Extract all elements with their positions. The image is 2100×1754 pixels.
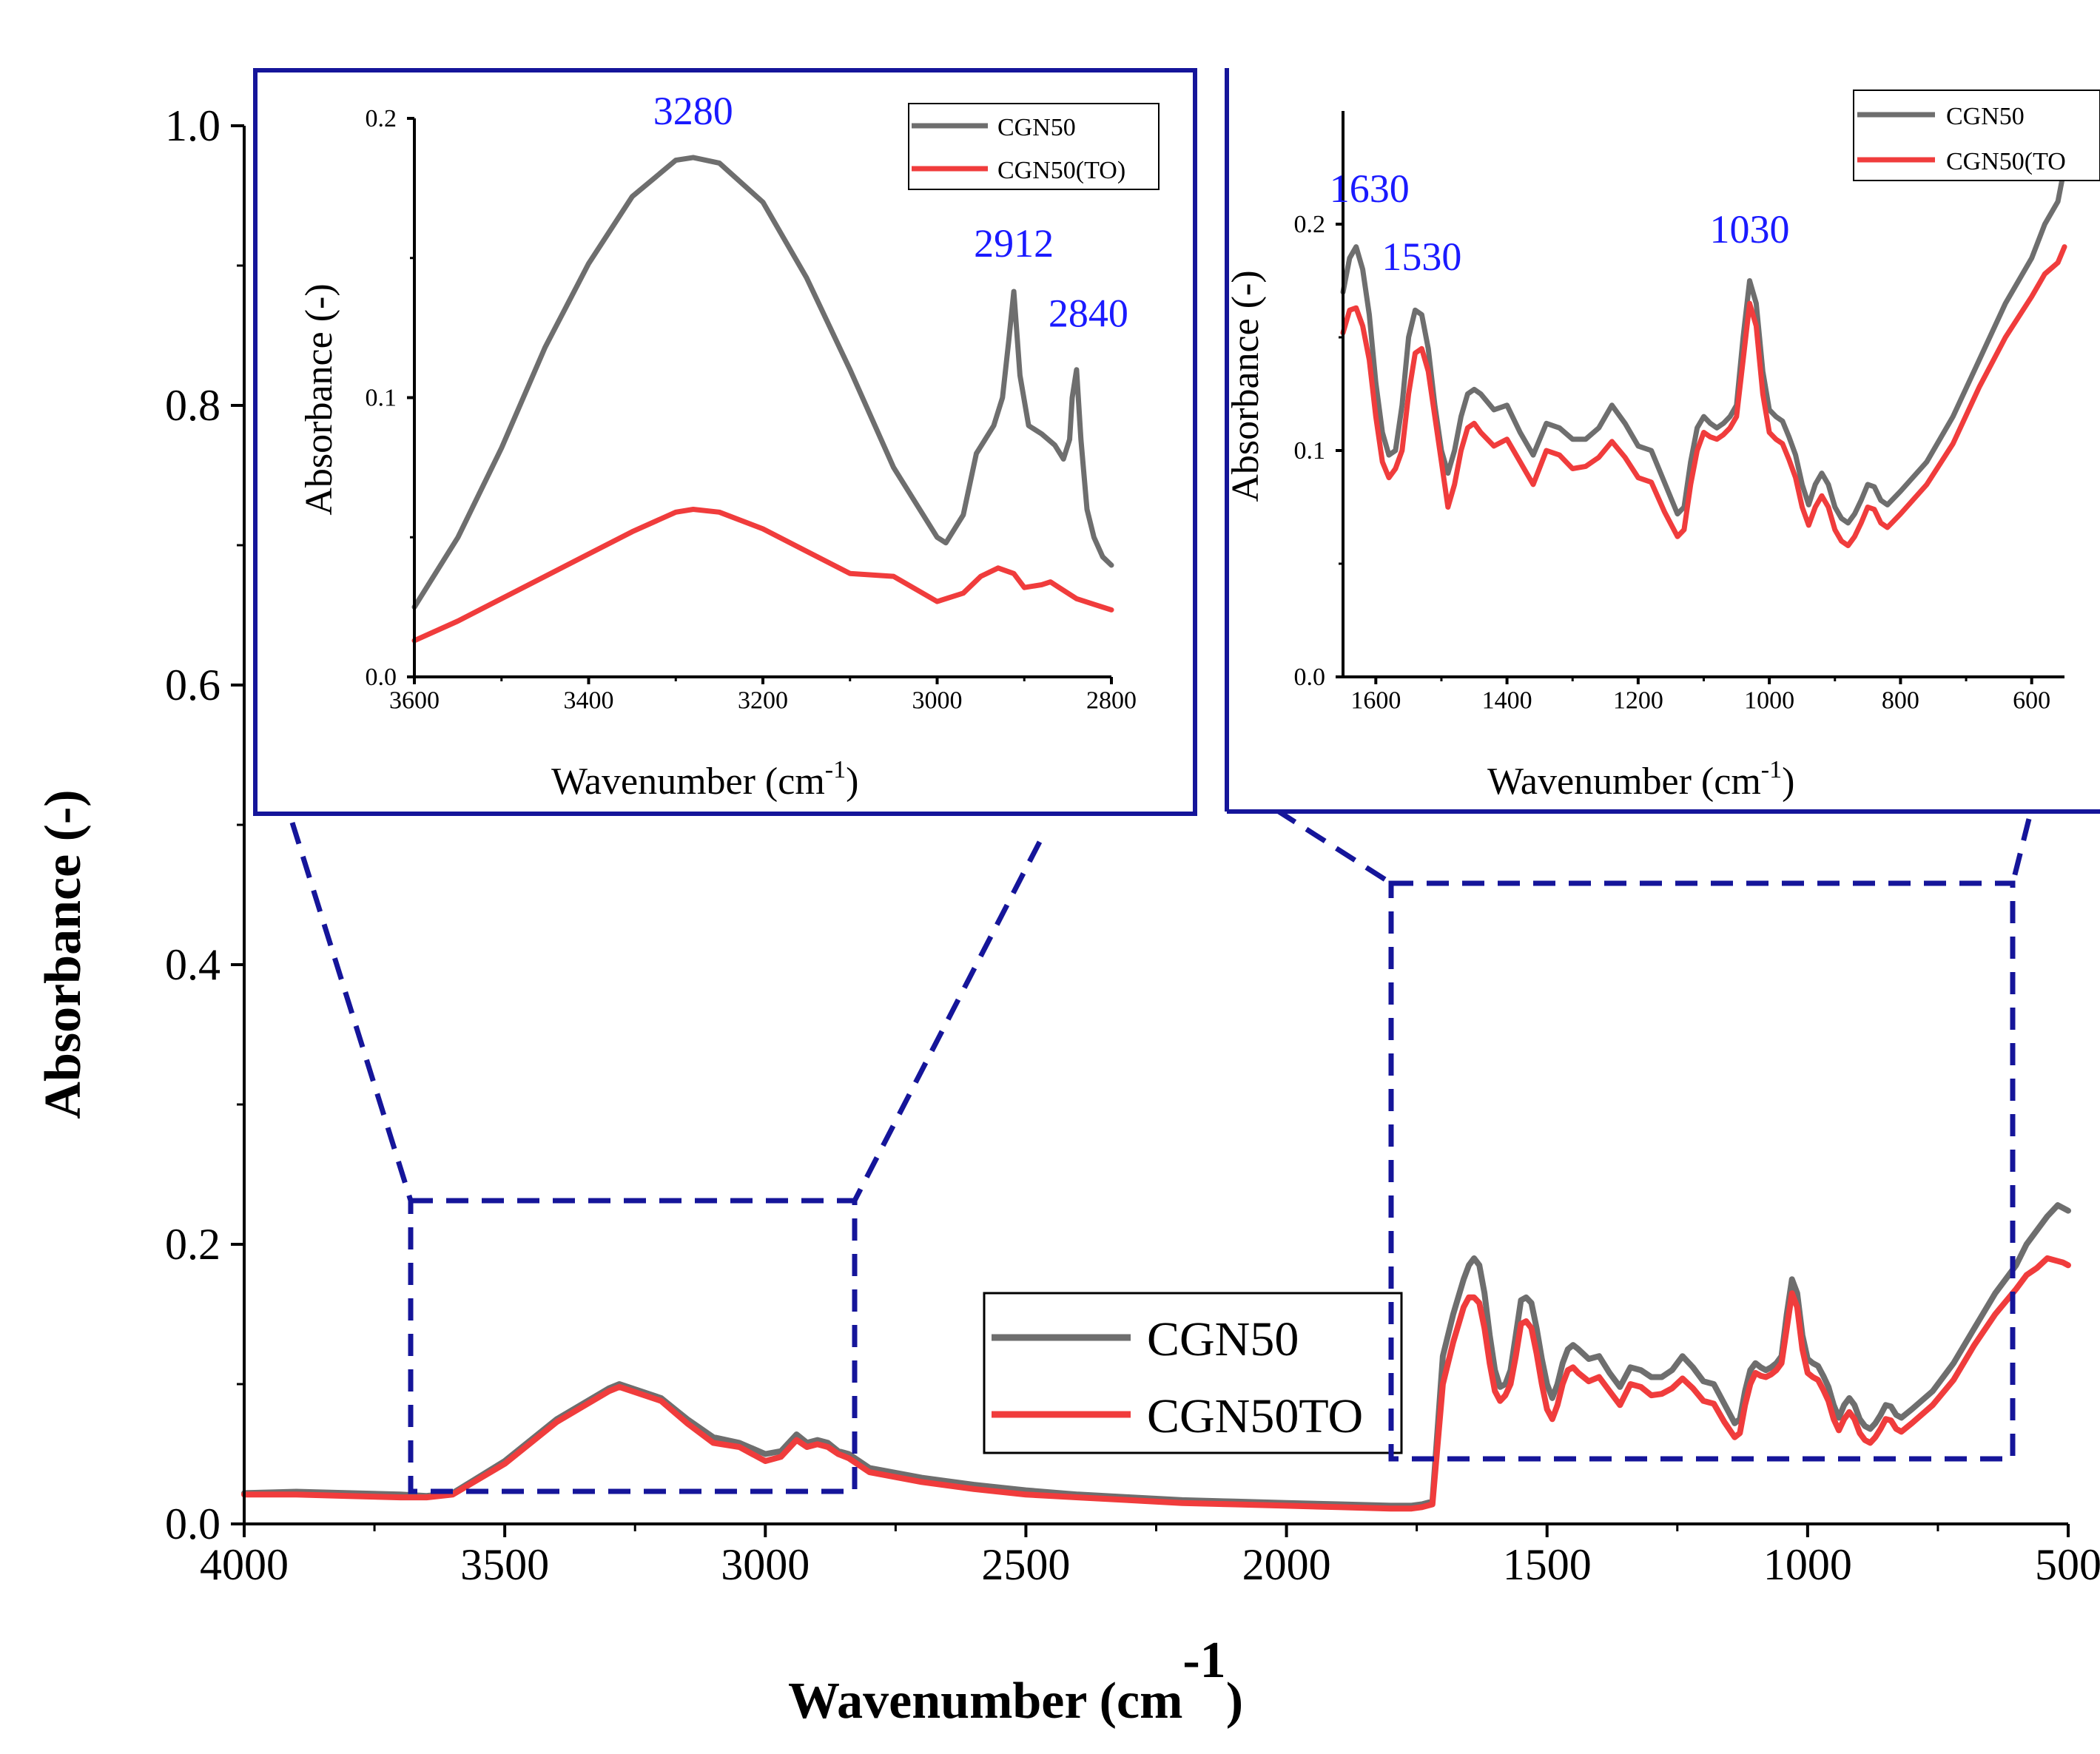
- inset_left-x-tick-label: 3000: [912, 687, 963, 714]
- zoom-connector-left-2: [852, 840, 1043, 1202]
- main-plot-lines: [241, 1202, 2071, 1512]
- inset_left-peak-label: 2912: [974, 221, 1054, 266]
- main-x-tick-label: 3000: [721, 1540, 810, 1589]
- inset-left-x-axis-label-sup: -1: [825, 756, 846, 783]
- main-y-tick-label: 0.4: [165, 940, 221, 989]
- inset_right-series-cgn50: [1340, 165, 2067, 526]
- inset_left-x-tick-label: 3600: [389, 687, 440, 714]
- inset_left-peak-label: 2840: [1049, 291, 1128, 336]
- main-legend-box: [983, 1292, 1403, 1454]
- main-y-tick-label: 0.0: [165, 1500, 221, 1548]
- main-y-tick-label: 0.2: [165, 1220, 221, 1269]
- inset_right-x-tick-label: 1600: [1350, 687, 1401, 714]
- inset-right-lines: [1340, 165, 2067, 548]
- inset-left-annotations: 3280 2912 2840: [653, 89, 1128, 336]
- inset_right-y-tick-label: 0.2: [1294, 211, 1326, 238]
- main-x-tick-label: 3500: [460, 1540, 549, 1589]
- main-x-tick-label: 2000: [1242, 1540, 1331, 1589]
- inset-left-legend: CGN50 CGN50(TO): [908, 103, 1160, 190]
- inset-left-legend-box: [908, 103, 1160, 190]
- main-chart: 4000 3500 3000 2500 2000 1500 1000 500 0.0 0.2 0.4…: [35, 101, 2100, 1730]
- inset_left-series-cgn50: [411, 155, 1114, 610]
- main-legend-label-cgn50: CGN50: [1147, 1312, 1299, 1366]
- inset_left-peak-label: 3280: [653, 89, 733, 133]
- inset-left-y-axis-label: Absorbance (-): [298, 283, 340, 515]
- main-x-tick-label: 2500: [981, 1540, 1070, 1589]
- inset_right-peak-label: 1630: [1330, 166, 1410, 211]
- inset_right-x-tick-label: 800: [1882, 687, 1919, 714]
- main-x-tick-label: 1000: [1763, 1540, 1852, 1589]
- inset-right-legend-label-cgn50to: CGN50(TO: [1946, 148, 2066, 175]
- inset-right-chart: 1600 1400 1200 1000 800 600 0.0 0.1 0.2 1630 1530…: [1225, 68, 2100, 814]
- inset-right-legend-label-cgn50: CGN50: [1946, 103, 2025, 130]
- main-y-tick-label: 0.8: [165, 381, 221, 430]
- main-x-axis-label-close: ): [1226, 1673, 1243, 1730]
- inset-left-axes: 3600 3400 3200 3000 2800 0.0 0.1 0.2: [366, 105, 1137, 714]
- main-x-axis-label: Wavenumber (cm-1): [788, 1632, 1243, 1730]
- inset-right-axes: 1600 1400 1200 1000 800 600 0.0 0.1 0.2: [1294, 111, 2064, 714]
- inset_right-series-cgn50to: [1340, 244, 2067, 548]
- main-x-tick-label: 4000: [200, 1540, 289, 1589]
- inset-right-x-axis-label: Wavenumber (cm-1): [1487, 756, 1794, 803]
- inset_right-peak-label: 1530: [1382, 235, 1461, 279]
- inset-left-x-axis-label-text: Wavenumber (cm: [551, 760, 825, 803]
- inset_right-peak-label: 1030: [1710, 207, 1790, 252]
- main-y-axis-label: Absorbance (-): [35, 789, 92, 1119]
- inset_right-x-tick-label: 1200: [1613, 687, 1663, 714]
- inset-right-x-axis-label-text: Wavenumber (cm: [1487, 760, 1761, 803]
- main-x-tick-label: 1500: [1503, 1540, 1592, 1589]
- inset-right-x-axis-label-close: ): [1782, 760, 1794, 803]
- main-y-tick-label: 1.0: [165, 101, 221, 150]
- main-x-axis-label-sup: -1: [1182, 1632, 1225, 1689]
- zoom-connector-left-1: [289, 821, 414, 1202]
- inset_left-y-tick-label: 0.0: [366, 664, 397, 691]
- inset_right-x-tick-label: 1000: [1744, 687, 1794, 714]
- inset-right-annotations: 1630 1530 1030: [1330, 166, 1790, 279]
- inset_left-x-tick-label: 3200: [738, 687, 788, 714]
- inset-right-legend: CGN50 CGN50(TO: [1853, 90, 2100, 181]
- inset-left-x-axis-label: Wavenumber (cm-1): [551, 756, 858, 803]
- inset-left-x-axis-label-close: ): [846, 760, 858, 803]
- zoom-region-fingerprint: [1388, 880, 2016, 1462]
- inset-right-x-axis-label-sup: -1: [1761, 756, 1782, 783]
- inset-right-y-axis-label: Absorbance (-): [1225, 270, 1267, 502]
- main-y-tick-label: 0.6: [165, 661, 221, 709]
- inset_left-x-tick-label: 3400: [564, 687, 614, 714]
- inset_left-series-cgn50to: [411, 507, 1114, 644]
- inset_left-y-tick-label: 0.1: [366, 385, 397, 412]
- inset_right-x-tick-label: 1400: [1482, 687, 1532, 714]
- main-x-tick-label: 500: [2035, 1540, 2100, 1589]
- inset_left-x-tick-label: 2800: [1086, 687, 1137, 714]
- inset-left-chart: 3600 3400 3200 3000 2800 0.0 0.1 0.2 3280 2912 28…: [253, 68, 1197, 816]
- inset-left-lines: [411, 155, 1114, 644]
- zoom-indicators: [289, 808, 2032, 1494]
- inset_right-y-tick-label: 0.1: [1294, 437, 1326, 465]
- main-axes: 4000 3500 3000 2500 2000 1500 1000 500 0.0 0.2 0.4…: [165, 101, 2100, 1589]
- main-series-cgn50to: [241, 1255, 2071, 1512]
- inset_right-y-tick-label: 0.0: [1294, 664, 1326, 691]
- zoom-connector-right-1: [1275, 808, 1393, 886]
- inset-left-legend-label-cgn50to: CGN50(TO): [997, 157, 1125, 184]
- zoom-connector-right-2: [2010, 818, 2032, 884]
- inset_right-x-tick-label: 600: [2013, 687, 2050, 714]
- main-legend: CGN50 CGN50TO: [983, 1292, 1403, 1454]
- inset_left-y-tick-label: 0.2: [366, 105, 397, 132]
- inset-right-legend-box: [1853, 90, 2100, 181]
- inset-left-frame: [253, 68, 1197, 816]
- main-legend-label-cgn50to: CGN50TO: [1147, 1389, 1363, 1443]
- inset-right-frame: [1225, 68, 2100, 814]
- zoom-region-oh: [408, 1198, 858, 1494]
- main-x-axis-label-text: Wavenumber (cm: [788, 1673, 1182, 1730]
- inset-left-legend-label-cgn50: CGN50: [997, 114, 1076, 141]
